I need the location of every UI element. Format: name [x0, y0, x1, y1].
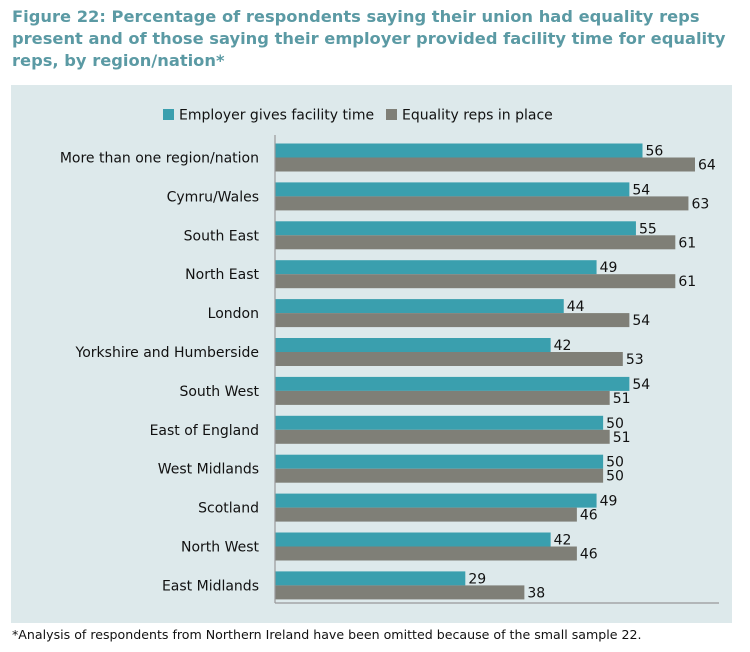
bar-equality-reps-in-place-west-midlands: [275, 468, 604, 483]
data-label-employer-gives-facility-time-cymru-wales: 54: [632, 182, 650, 198]
category-label-scotland: Scotland: [198, 501, 259, 517]
data-label-employer-gives-facility-time-south-west: 54: [632, 377, 650, 393]
bar-employer-gives-facility-time-yorkshire-and-humberside: [275, 338, 551, 352]
bar-employer-gives-facility-time-south-west: [275, 376, 630, 391]
legend-label-equality-reps-in-place: Equality reps in place: [402, 108, 553, 124]
bar-employer-gives-facility-time-north-west: [275, 532, 551, 547]
bar-employer-gives-facility-time-east-midlands: [275, 571, 466, 586]
bar-equality-reps-in-place-cymru-wales: [275, 196, 689, 211]
data-label-equality-reps-in-place-london: 54: [632, 313, 650, 329]
bar-employer-gives-facility-time-south-east: [275, 221, 636, 236]
data-label-employer-gives-facility-time-north-west: 42: [554, 533, 572, 549]
data-label-employer-gives-facility-time-london: 44: [567, 299, 585, 315]
category-label-south-west: South West: [179, 384, 259, 400]
bar-employer-gives-facility-time-cymru-wales: [275, 182, 630, 197]
bar-equality-reps-in-place-south-east: [275, 235, 676, 250]
data-label-equality-reps-in-place-south-west: 51: [613, 391, 631, 407]
bar-employer-gives-facility-time-north-east: [275, 260, 597, 275]
data-label-equality-reps-in-place-east-of-england: 51: [613, 430, 631, 446]
bar-equality-reps-in-place-london: [275, 313, 630, 328]
data-label-equality-reps-in-place-north-east: 61: [678, 274, 696, 290]
category-label-london: London: [208, 306, 259, 322]
bar-employer-gives-facility-time-more-than-one-region-nation: [275, 143, 643, 158]
bar-equality-reps-in-place-south-west: [275, 390, 610, 405]
legend-swatch-equality-reps-in-place: [386, 109, 397, 120]
bar-equality-reps-in-place-north-east: [275, 274, 676, 289]
data-label-equality-reps-in-place-north-west: 46: [580, 547, 598, 563]
data-label-equality-reps-in-place-scotland: 46: [580, 508, 598, 524]
data-label-employer-gives-facility-time-east-of-england: 50: [606, 416, 624, 432]
data-label-employer-gives-facility-time-north-east: 49: [600, 260, 618, 276]
bar-equality-reps-in-place-north-west: [275, 546, 577, 561]
data-label-employer-gives-facility-time-more-than-one-region-nation: 56: [646, 144, 664, 160]
legend-swatch-employer-gives-facility-time: [163, 109, 174, 120]
category-label-east-of-england: East of England: [150, 423, 259, 439]
category-label-yorkshire-and-humberside: Yorkshire and Humberside: [75, 345, 259, 361]
chart-title: Figure 22: Percentage of respondents say…: [12, 7, 726, 70]
data-label-employer-gives-facility-time-west-midlands: 50: [606, 455, 624, 471]
category-label-north-east: North East: [185, 267, 259, 283]
data-label-equality-reps-in-place-west-midlands: 50: [606, 469, 624, 485]
bar-equality-reps-in-place-more-than-one-region-nation: [275, 157, 695, 172]
data-label-employer-gives-facility-time-south-east: 55: [639, 221, 657, 237]
category-label-east-midlands: East Midlands: [162, 578, 259, 594]
bar-employer-gives-facility-time-east-of-england: [275, 415, 604, 430]
category-label-cymru-wales: Cymru/Wales: [167, 189, 259, 205]
data-label-employer-gives-facility-time-scotland: 49: [600, 494, 618, 510]
bar-employer-gives-facility-time-london: [275, 299, 564, 314]
bar-employer-gives-facility-time-west-midlands: [275, 454, 604, 469]
bar-equality-reps-in-place-east-of-england: [275, 429, 610, 444]
bar-chart: Employer gives facility time Equality rep…: [60, 108, 719, 604]
data-label-equality-reps-in-place-south-east: 61: [678, 235, 696, 251]
category-label-north-west: North West: [181, 540, 260, 556]
data-label-equality-reps-in-place-more-than-one-region-nation: 64: [698, 158, 716, 174]
legend-label-employer-gives-facility-time: Employer gives facility time: [179, 108, 374, 124]
bar-employer-gives-facility-time-scotland: [275, 493, 597, 508]
data-label-equality-reps-in-place-cymru-wales: 63: [691, 196, 709, 212]
bar-equality-reps-in-place-east-midlands: [275, 585, 525, 600]
data-label-employer-gives-facility-time-yorkshire-and-humberside: 42: [554, 338, 572, 354]
category-label-more-than-one-region-nation: More than one region/nation: [60, 151, 259, 167]
data-label-employer-gives-facility-time-east-midlands: 29: [468, 571, 486, 587]
bar-equality-reps-in-place-yorkshire-and-humberside: [275, 352, 623, 366]
category-label-south-east: South East: [184, 228, 260, 244]
footnote: *Analysis of respondents from Northern I…: [12, 627, 642, 642]
bar-equality-reps-in-place-scotland: [275, 507, 577, 522]
chart-panel: Employer gives facility time Equality rep…: [11, 85, 732, 623]
data-label-equality-reps-in-place-yorkshire-and-humberside: 53: [626, 352, 644, 368]
data-label-equality-reps-in-place-east-midlands: 38: [527, 585, 545, 601]
category-label-west-midlands: West Midlands: [158, 462, 259, 478]
